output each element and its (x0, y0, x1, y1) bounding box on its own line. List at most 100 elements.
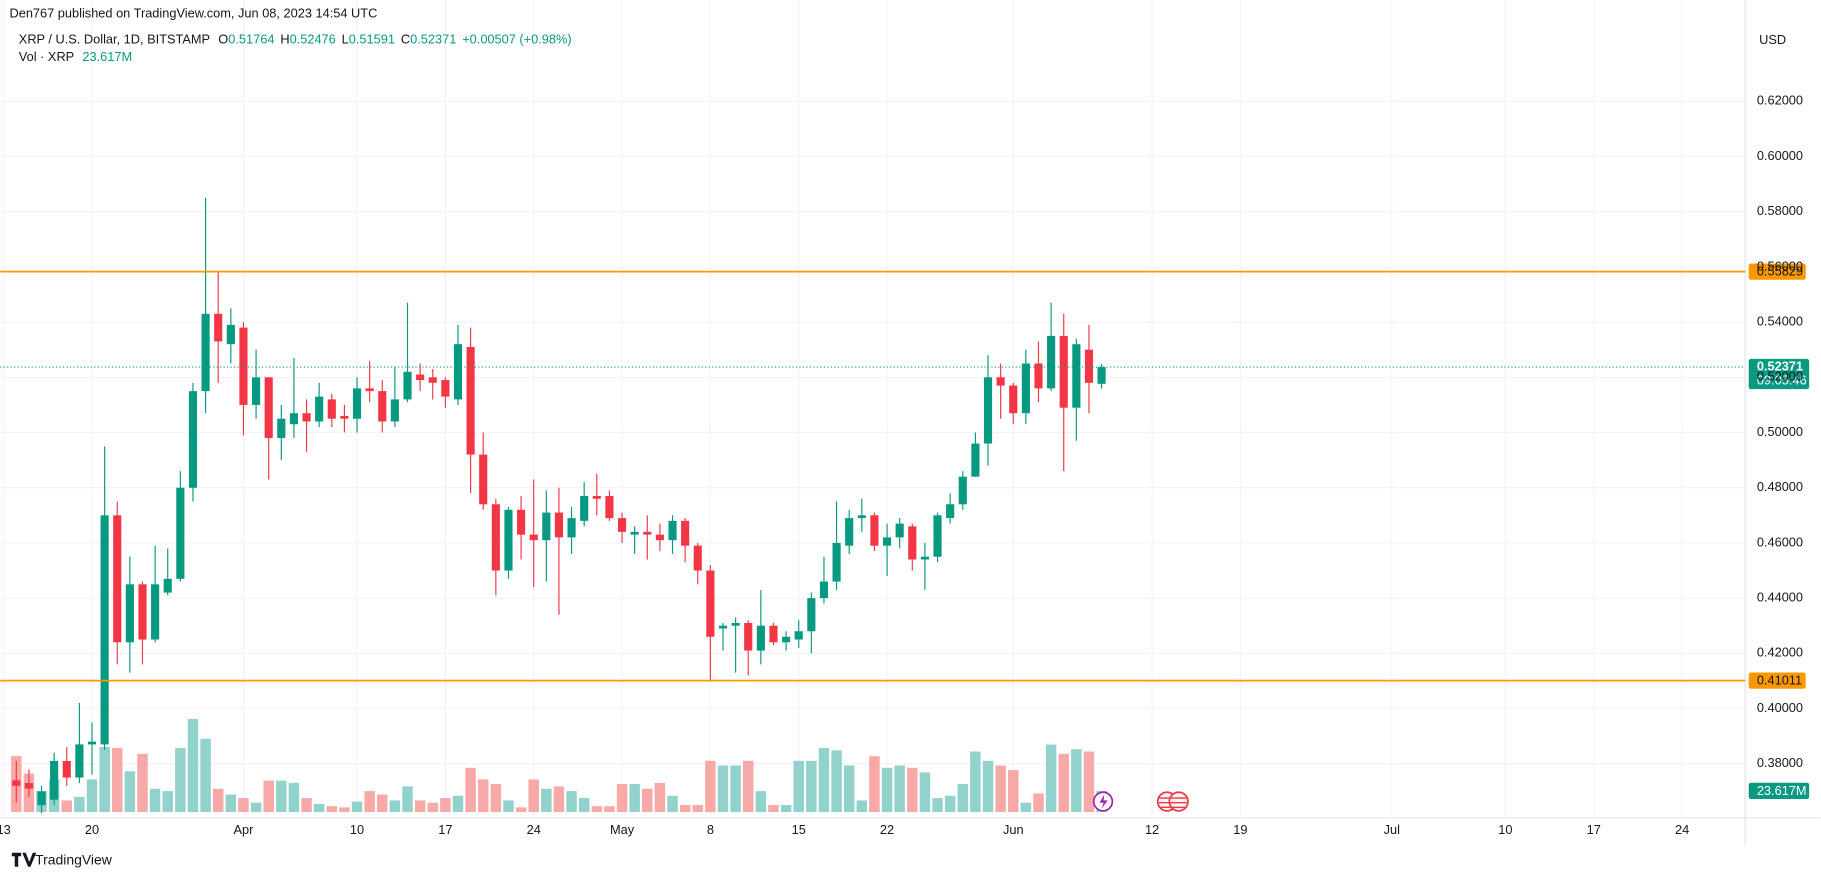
x-tick-label: 17 (1587, 822, 1601, 837)
candle-body (529, 534, 538, 541)
volume-bar (112, 748, 123, 813)
volume-bar (1045, 744, 1057, 813)
level-label-box (1748, 672, 1806, 689)
volume-bar (339, 807, 350, 813)
volume-bar (377, 794, 388, 813)
volume-bar (780, 805, 792, 813)
volume-bar (957, 784, 969, 813)
publisher: Den767 published on TradingView.com, Jun… (9, 5, 377, 20)
footer: TradingView (35, 852, 113, 868)
volume-bar (175, 748, 186, 813)
candle-body (390, 399, 399, 422)
x-tick-label: 20 (85, 822, 99, 837)
ohlc-letter: C (401, 32, 410, 47)
volume-bar (692, 805, 703, 813)
x-tick-label: 10 (1498, 822, 1512, 837)
symbol: XRP / U.S. Dollar, 1D, BITSTAMP (19, 32, 210, 47)
candle-body (617, 518, 627, 532)
candle-body (946, 504, 955, 519)
candle-body (251, 377, 261, 405)
volume-bar (61, 800, 73, 813)
candle-body (12, 780, 21, 786)
candle-body (365, 388, 374, 392)
candle-body (453, 344, 463, 400)
volume-bar (1058, 753, 1069, 813)
candle-body (895, 523, 904, 538)
volume-bar (856, 800, 868, 813)
volume-bar (566, 791, 577, 813)
candle-body (403, 371, 412, 400)
candle-body (1047, 335, 1056, 389)
volume-bar (982, 760, 994, 813)
volume-bar (250, 802, 262, 813)
volume-bar (705, 760, 716, 813)
volume-bar (717, 765, 729, 813)
current-price-box (1748, 358, 1810, 390)
candle-body (163, 578, 172, 593)
volume-bar (389, 800, 401, 813)
flag-icon[interactable] (1168, 791, 1189, 812)
candle-body (668, 520, 677, 541)
volume-pane (11, 718, 1107, 813)
volume-bar (263, 780, 274, 813)
volume-bar (541, 788, 552, 813)
x-tick-label: 19 (1233, 822, 1247, 837)
volume-bar (490, 784, 502, 813)
volume-bar (402, 786, 413, 813)
candle-body (62, 760, 71, 778)
candle-body (1009, 385, 1018, 414)
volume-bar (818, 748, 830, 813)
candle-body (1097, 367, 1106, 384)
close-value: 0.52371 (410, 32, 456, 47)
current-price-label: 0.52371 (1757, 358, 1803, 373)
candle-body (214, 313, 223, 342)
y-tick-label: 0.62000 (1757, 93, 1803, 108)
volume-bar (288, 782, 300, 813)
currency: USD (1759, 32, 1786, 47)
volume-bar (894, 765, 905, 813)
candle-body (643, 531, 652, 535)
candle-body (630, 531, 639, 535)
candle-body (731, 622, 740, 626)
volume-bar (642, 788, 653, 813)
candle-body (681, 520, 690, 546)
low-value: 0.51591 (349, 32, 395, 47)
volume-bar (74, 796, 85, 813)
volume-bar (477, 779, 489, 813)
volume-bar (743, 760, 754, 813)
volume-bar (869, 756, 880, 813)
volume-bar (944, 795, 956, 813)
ohlc-letter: H (280, 32, 289, 47)
candle-body (87, 741, 97, 745)
candle-body (542, 512, 551, 541)
volume-bar (503, 800, 514, 813)
candles (12, 197, 1106, 814)
candle-body (782, 636, 791, 643)
candle-body (289, 413, 298, 425)
change: +0.00507 (+0.98%) (462, 32, 571, 47)
level-label: 0.55829 (1757, 264, 1803, 279)
candle-body (1021, 363, 1030, 414)
volume-bar (1071, 749, 1082, 813)
volume-axis-label: 23.617M (1757, 783, 1807, 798)
x-tick-label: 22 (880, 822, 894, 837)
candle-body (176, 487, 185, 579)
volume-bar (414, 800, 426, 813)
volume-bar (578, 798, 590, 813)
candle-body (832, 542, 841, 582)
volume-bar (843, 765, 855, 813)
volume-bar (679, 805, 691, 813)
y-tick-label: 0.38000 (1757, 755, 1803, 770)
y-tick-label: 0.58000 (1757, 203, 1803, 218)
level-label: 0.41011 (1757, 673, 1802, 688)
volume-bar (616, 784, 628, 813)
candle-body (580, 495, 589, 521)
candle-body (983, 377, 993, 444)
candle-body (37, 791, 46, 806)
candle-body (100, 515, 109, 745)
candle-body (996, 377, 1005, 386)
candle-body (151, 584, 160, 640)
